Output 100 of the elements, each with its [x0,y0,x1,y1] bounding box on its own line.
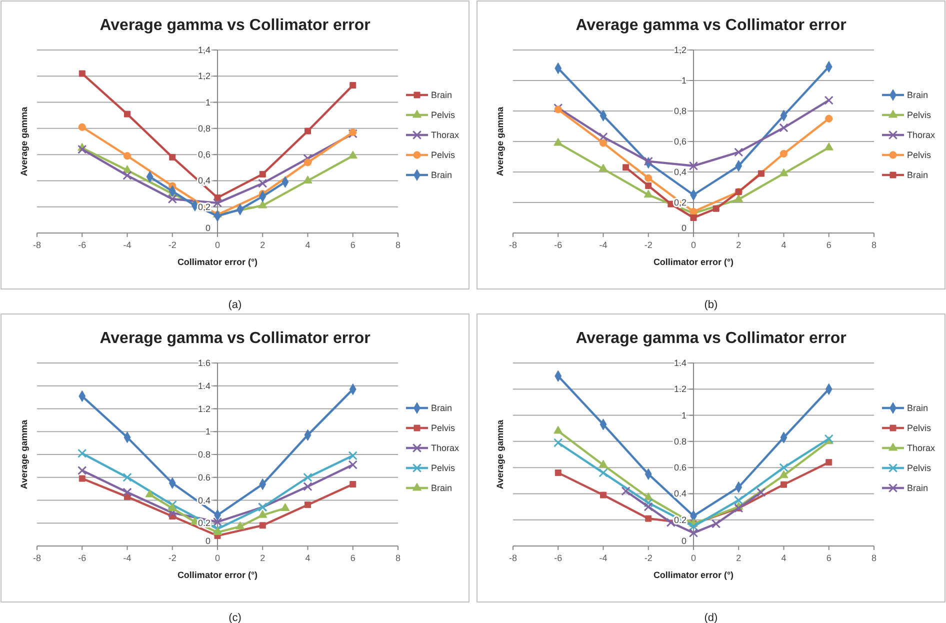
y-tick-label: 1 [205,426,210,437]
y-tick-label: 0,8 [674,106,686,116]
x-tick-label: 8 [395,240,401,250]
y-tick-label: 0.6 [198,472,210,482]
y-tick-label: 1,4 [198,45,210,55]
legend-label: Brain [907,170,928,180]
x-tick-label: -4 [123,553,132,563]
x-tick-label: -2 [644,240,652,250]
legend-label: Brain [431,170,452,180]
y-tick-label: 0.6 [674,462,686,473]
x-tick-label: -4 [123,240,132,250]
x-tick-label: 4 [305,240,310,250]
text: (a) [228,299,242,311]
y-tick-label: 1,2 [674,45,686,55]
x-tick-label: 0 [690,553,696,563]
chart-title: Average gamma vs Collimator error [576,17,846,34]
x-tick-label: -6 [554,553,562,563]
y-tick-label: 0.4 [674,488,686,499]
x-tick-label: -6 [554,240,562,250]
chart-title: Average gamma vs Collimator error [100,17,370,34]
y-tick-label: 0,8 [198,123,210,134]
x-tick-label: -6 [78,240,86,250]
x-tick-label: 0 [214,553,220,563]
x-tick-label: -6 [78,553,86,563]
x-tick-label: 2 [260,553,266,563]
text: (d) [704,612,718,623]
x-axis-title: Collimator error (°) [653,570,734,580]
x-tick-label: -2 [644,553,652,563]
x-tick-label: 4 [781,553,786,563]
x-tick-label: -8 [32,240,42,250]
y-tick-label: 0 [681,223,686,233]
x-tick-label: 6 [350,553,356,563]
y-tick-label: 0,6 [198,150,210,160]
y-tick-label: 0 [681,536,686,546]
chart-title: Average gamma vs Collimator error [576,330,846,347]
x-tick-label: -4 [599,240,608,250]
y-axis-title: Average gamma [495,418,505,490]
x-tick-label: 4 [781,240,786,250]
y-tick-label: 0.8 [674,436,686,446]
legend-label: Brain [431,483,452,493]
y-axis-title: Average gamma [19,106,29,176]
x-axis-title: Collimator error (°) [177,257,258,267]
y-axis-title: Average gamma [19,418,29,490]
x-tick-label: 6 [350,240,356,250]
x-tick-label: 4 [305,553,310,563]
x-axis-title: Collimator error (°) [177,570,258,580]
x-tick-label: -2 [168,240,176,250]
x-tick-label: -4 [599,553,608,563]
legend-label: Pelvis [431,423,456,433]
legend-label: Brain [907,483,928,493]
x-tick-label: 0 [214,240,220,250]
legend-label: Thorax [907,443,936,453]
legend-label: Thorax [431,130,460,140]
legend-label: Pelvis [907,150,932,160]
y-tick-label: 0.2 [198,518,210,528]
x-tick-label: 2 [260,240,266,250]
y-tick-label: 1.4 [198,380,210,391]
y-tick-label: 0.8 [198,450,210,460]
y-tick-label: 1.4 [674,358,686,368]
y-tick-label: 0.2 [674,514,686,525]
y-tick-label: 1 [681,410,686,420]
legend-label: Brain [431,403,452,413]
y-tick-label: 0 [205,223,210,233]
x-tick-label: -8 [508,553,518,563]
x-tick-label: 8 [871,553,877,563]
x-tick-label: 6 [826,240,832,250]
x-tick-label: 8 [871,240,877,250]
chart-title: Average gamma vs Collimator error [100,330,370,347]
y-axis-title: Average gamma [495,106,505,176]
y-tick-label: 0,4 [674,167,686,177]
legend-label: Pelvis [907,423,932,433]
legend-label: Thorax [431,443,460,453]
x-tick-label: 2 [736,240,742,250]
x-axis-title: Collimator error (°) [653,257,734,267]
y-tick-label: 0.4 [198,495,210,506]
x-tick-label: -8 [508,240,518,250]
text: (b) [704,299,718,311]
y-tick-label: 0 [205,536,210,546]
y-tick-label: 0,6 [674,136,686,146]
legend-label: Brain [907,90,928,100]
y-tick-label: 1 [205,97,210,108]
y-tick-label: 1.2 [198,404,210,414]
x-tick-label: 6 [826,553,832,563]
x-tick-label: 0 [690,240,696,250]
legend-label: Pelvis [907,110,932,120]
legend-label: Pelvis [907,463,932,473]
x-tick-label: 8 [395,553,401,563]
y-tick-label: 1.6 [198,358,210,368]
y-tick-label: 1 [681,76,686,86]
legend-label: Pelvis [431,463,456,473]
legend-label: Pelvis [431,150,456,160]
y-tick-label: 1,2 [198,71,210,82]
x-tick-label: -2 [168,553,176,563]
legend-label: Brain [907,403,928,413]
x-tick-label: 2 [736,553,742,563]
legend-label: Thorax [907,130,936,140]
y-tick-label: 1.2 [674,384,686,394]
legend-label: Brain [431,90,452,100]
legend-label: Pelvis [431,110,456,120]
x-tick-label: -8 [32,553,42,563]
